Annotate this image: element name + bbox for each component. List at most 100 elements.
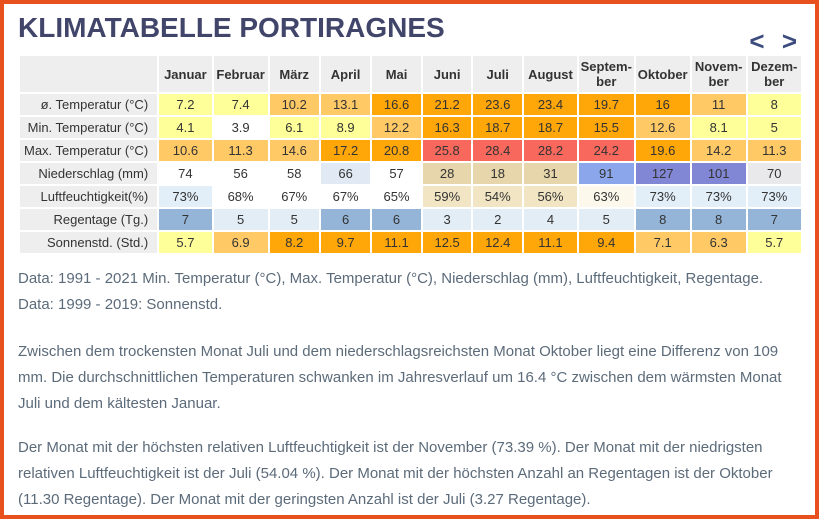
- table-cell: 6.9: [213, 232, 268, 253]
- table-cell: 18.7: [523, 117, 577, 138]
- month-header: Juni: [422, 56, 472, 92]
- table-cell: 67%: [269, 186, 319, 207]
- table-cell: 21.2: [422, 94, 472, 115]
- table-cell: 23.6: [473, 94, 522, 115]
- table-cell: 16: [635, 94, 690, 115]
- row-label: Min. Temperatur (°C): [20, 117, 158, 138]
- table-cell: 11.1: [523, 232, 577, 253]
- table-cell: 56: [213, 163, 268, 184]
- page-title: KLIMATABELLE PORTIRAGNES: [18, 12, 445, 43]
- table-cell: 91: [578, 163, 634, 184]
- month-carousel-nav: < >: [739, 26, 797, 57]
- table-row: Regentage (Tg.) 7 5 5 6 6 3 2 4 5 8 8 7: [20, 209, 801, 230]
- precipitation-temperature-summary: Zwischen dem trockensten Monat Juli und …: [18, 343, 782, 412]
- table-cell: 18.7: [473, 117, 522, 138]
- month-header: April: [320, 56, 371, 92]
- table-cell: 17.2: [320, 140, 371, 161]
- table-cell: 16.3: [422, 117, 472, 138]
- table-cell: 3.9: [213, 117, 268, 138]
- table-cell: 14.6: [269, 140, 319, 161]
- row-label: Max. Temperatur (°C): [20, 140, 158, 161]
- table-cell: 58: [269, 163, 319, 184]
- table-cell: 65%: [372, 186, 421, 207]
- month-header: Oktober: [635, 56, 690, 92]
- table-cell: 56%: [523, 186, 577, 207]
- table-cell: 23.4: [523, 94, 577, 115]
- month-header-row: Januar Februar März April Mai Juni Juli August S…: [20, 56, 801, 92]
- corner-cell: [20, 56, 158, 92]
- table-cell: 127: [635, 163, 690, 184]
- table-cell: 18: [473, 163, 522, 184]
- table-cell: 8.2: [269, 232, 319, 253]
- table-cell: 11.3: [747, 140, 801, 161]
- table-cell: 73%: [747, 186, 801, 207]
- table-cell: 5.7: [747, 232, 801, 253]
- table-cell: 57: [372, 163, 421, 184]
- table-cell: 73%: [635, 186, 690, 207]
- nav-next-button[interactable]: >: [781, 26, 797, 56]
- table-cell: 8: [691, 209, 746, 230]
- table-cell: 14.2: [691, 140, 746, 161]
- table-cell: 10.2: [269, 94, 319, 115]
- table-cell: 11: [691, 94, 746, 115]
- climate-table: Januar Februar März April Mai Juni Juli August S…: [18, 54, 803, 255]
- nav-prev-button[interactable]: <: [749, 26, 765, 56]
- table-cell: 28.4: [473, 140, 522, 161]
- table-cell: 11.3: [213, 140, 268, 161]
- table-row: Sonnenstd. (Std.) 5.7 6.9 8.2 9.7 11.1 12.5 12.…: [20, 232, 801, 253]
- table-cell: 16.6: [372, 94, 421, 115]
- description-text: Data: 1991 - 2021 Min. Temperatur (°C), …: [16, 266, 803, 513]
- table-cell: 54%: [473, 186, 522, 207]
- table-cell: 6: [320, 209, 371, 230]
- table-cell: 12.4: [473, 232, 522, 253]
- table-cell: 25.8: [422, 140, 472, 161]
- table-row: Niederschlag (mm) 74 56 58 66 57 28 18 31 91 127 10…: [20, 163, 801, 184]
- month-header: Septem­ber: [578, 56, 634, 92]
- table-cell: 7: [747, 209, 801, 230]
- table-cell: 28.2: [523, 140, 577, 161]
- table-cell: 31: [523, 163, 577, 184]
- row-label: Sonnenstd. (Std.): [20, 232, 158, 253]
- month-header: Dezem­ber: [747, 56, 801, 92]
- table-cell: 8: [635, 209, 690, 230]
- table-cell: 5.7: [159, 232, 212, 253]
- table-cell: 7: [159, 209, 212, 230]
- table-cell: 19.6: [635, 140, 690, 161]
- row-label: Luftfeuchtigkeit(%): [20, 186, 158, 207]
- table-cell: 63%: [578, 186, 634, 207]
- table-cell: 5: [269, 209, 319, 230]
- table-cell: 15.5: [578, 117, 634, 138]
- month-header: Mai: [372, 56, 421, 92]
- month-header: März: [269, 56, 319, 92]
- month-header: Januar: [159, 56, 212, 92]
- month-header: August: [523, 56, 577, 92]
- table-cell: 28: [422, 163, 472, 184]
- table-cell: 19.7: [578, 94, 634, 115]
- table-cell: 12.2: [372, 117, 421, 138]
- table-cell: 10.6: [159, 140, 212, 161]
- table-cell: 5: [747, 117, 801, 138]
- table-cell: 4: [523, 209, 577, 230]
- table-cell: 6.3: [691, 232, 746, 253]
- month-header: Novem­ber: [691, 56, 746, 92]
- table-cell: 9.4: [578, 232, 634, 253]
- table-row: Luftfeuchtigkeit(%) 73% 68% 67% 67% 65% 59% 54%…: [20, 186, 801, 207]
- table-cell: 101: [691, 163, 746, 184]
- table-cell: 4.1: [159, 117, 212, 138]
- table-cell: 7.2: [159, 94, 212, 115]
- humidity-raindays-summary: Der Monat mit der höchsten relativen Luf…: [18, 439, 773, 508]
- month-header: Juli: [473, 56, 522, 92]
- table-cell: 73%: [159, 186, 212, 207]
- table-cell: 74: [159, 163, 212, 184]
- row-label: Regentage (Tg.): [20, 209, 158, 230]
- table-cell: 8.9: [320, 117, 371, 138]
- table-cell: 12.5: [422, 232, 472, 253]
- table-row: Min. Temperatur (°C) 4.1 3.9 6.1 8.9 12.2 16.3…: [20, 117, 801, 138]
- table-cell: 2: [473, 209, 522, 230]
- row-label: Niederschlag (mm): [20, 163, 158, 184]
- table-cell: 12.6: [635, 117, 690, 138]
- data-source-note: Data: 1991 - 2021 Min. Temperatur (°C), …: [18, 270, 764, 313]
- table-cell: 3: [422, 209, 472, 230]
- table-cell: 5: [213, 209, 268, 230]
- table-cell: 6: [372, 209, 421, 230]
